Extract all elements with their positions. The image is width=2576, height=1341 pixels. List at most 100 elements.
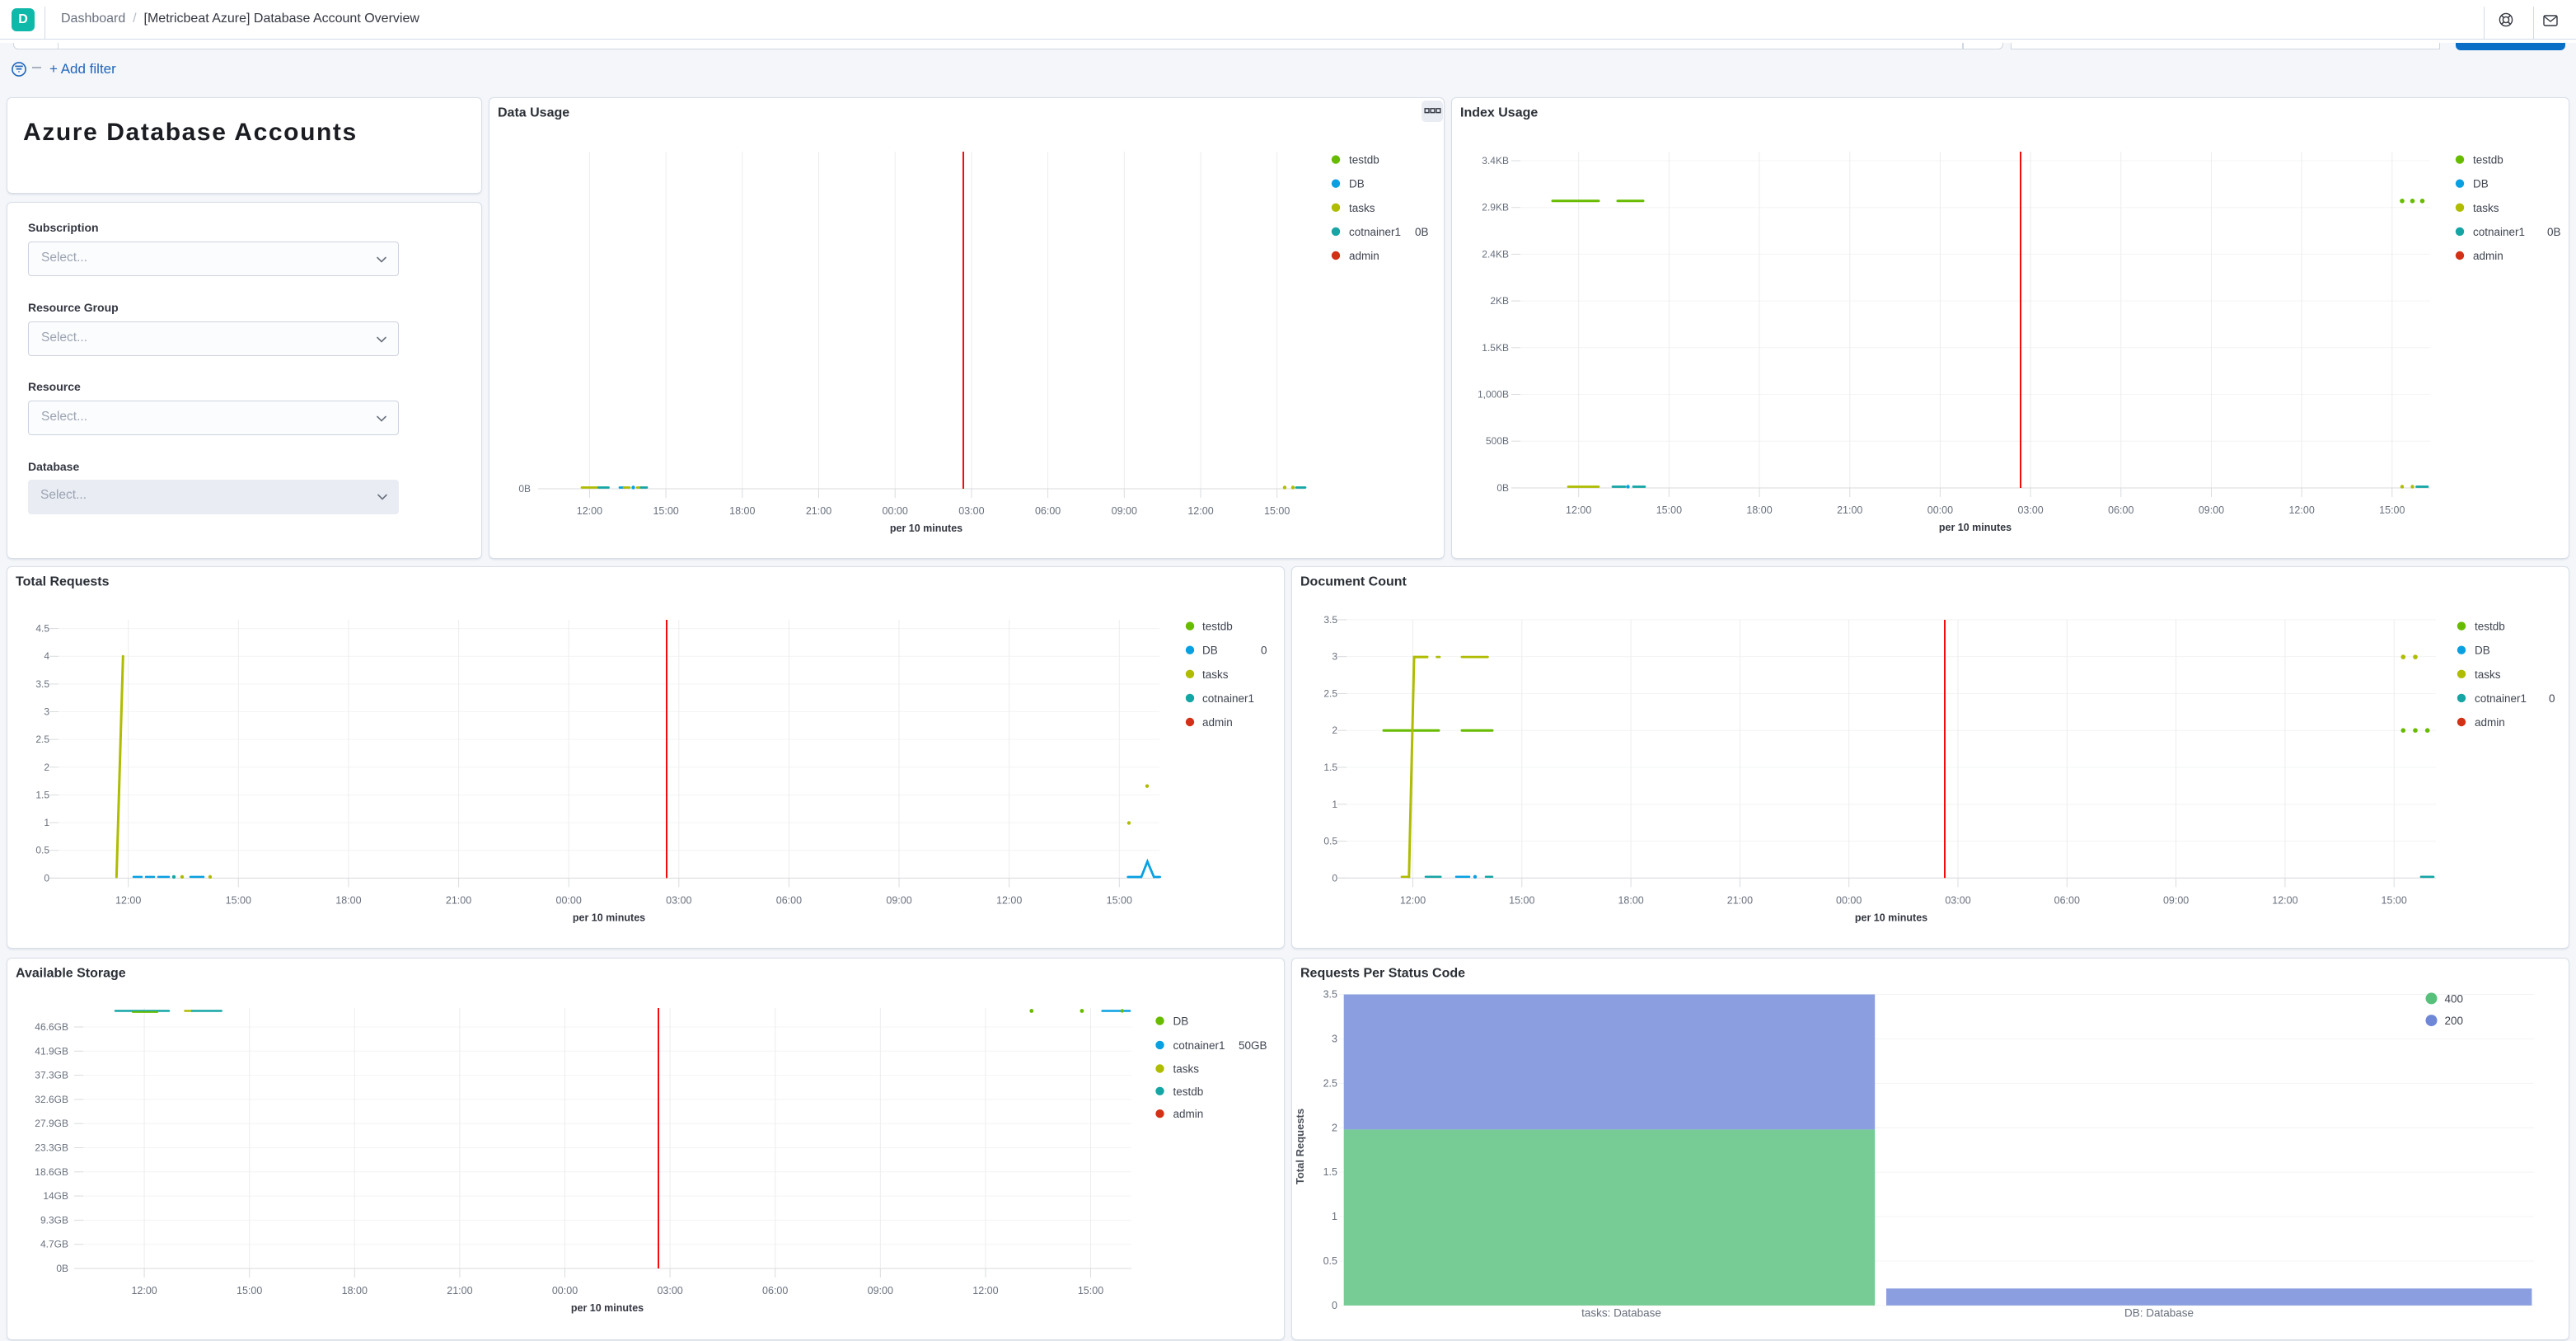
- svg-text:tasks: tasks: [2473, 202, 2499, 214]
- svg-text:200: 200: [2445, 1015, 2464, 1027]
- svg-text:15:00: 15:00: [653, 505, 678, 517]
- svg-text:21:00: 21:00: [446, 894, 471, 906]
- svg-text:15:00: 15:00: [2382, 894, 2407, 906]
- svg-text:tasks: tasks: [2475, 668, 2501, 681]
- svg-text:03:00: 03:00: [958, 505, 984, 517]
- svg-text:2: 2: [44, 762, 49, 773]
- svg-text:2.5: 2.5: [1323, 1077, 1337, 1089]
- svg-text:4: 4: [44, 650, 49, 662]
- svg-text:23.3GB: 23.3GB: [35, 1142, 68, 1154]
- svg-text:tasks: Database: tasks: Database: [1581, 1307, 1661, 1320]
- svg-text:0: 0: [1332, 872, 1337, 884]
- svg-text:1.5: 1.5: [1323, 762, 1337, 773]
- svg-text:0B: 0B: [2547, 226, 2561, 238]
- svg-text:18:00: 18:00: [729, 505, 755, 517]
- svg-text:00:00: 00:00: [883, 505, 908, 517]
- svg-text:9.3GB: 9.3GB: [40, 1214, 68, 1226]
- svg-text:12:00: 12:00: [2272, 894, 2297, 906]
- svg-text:18:00: 18:00: [342, 1285, 368, 1296]
- svg-text:testdb: testdb: [1349, 154, 1379, 166]
- svg-text:00:00: 00:00: [552, 1285, 578, 1296]
- svg-text:09:00: 09:00: [886, 894, 911, 906]
- svg-text:41.9GB: 41.9GB: [35, 1045, 68, 1057]
- svg-text:03:00: 03:00: [1945, 894, 1970, 906]
- svg-text:500B: 500B: [1486, 435, 1509, 447]
- svg-text:09:00: 09:00: [1112, 505, 1137, 517]
- svg-text:0.5: 0.5: [1323, 1255, 1337, 1267]
- svg-text:18:00: 18:00: [335, 894, 361, 906]
- svg-text:testdb: testdb: [2475, 621, 2505, 633]
- svg-text:46.6GB: 46.6GB: [35, 1021, 68, 1033]
- svg-text:1,000B: 1,000B: [1478, 389, 1509, 401]
- svg-text:21:00: 21:00: [447, 1285, 472, 1296]
- svg-text:12:00: 12:00: [577, 505, 602, 517]
- svg-text:0B: 0B: [1496, 482, 1509, 494]
- svg-text:1: 1: [1332, 799, 1337, 810]
- svg-text:testdb: testdb: [1173, 1085, 1204, 1098]
- svg-text:3: 3: [44, 706, 49, 718]
- svg-text:tasks: tasks: [1202, 668, 1229, 681]
- svg-text:21:00: 21:00: [1837, 504, 1862, 516]
- svg-text:18:00: 18:00: [1618, 894, 1643, 906]
- svg-text:06:00: 06:00: [776, 894, 802, 906]
- svg-text:per 10 minutes: per 10 minutes: [890, 523, 962, 534]
- svg-text:2: 2: [1332, 1122, 1337, 1133]
- svg-text:2.9KB: 2.9KB: [1482, 202, 1509, 213]
- svg-text:06:00: 06:00: [2108, 504, 2133, 516]
- svg-text:15:00: 15:00: [1656, 504, 1682, 516]
- svg-text:0.5: 0.5: [35, 845, 49, 856]
- svg-text:09:00: 09:00: [868, 1285, 893, 1296]
- svg-text:06:00: 06:00: [2054, 894, 2080, 906]
- svg-text:3.5: 3.5: [35, 678, 49, 690]
- svg-text:1.5: 1.5: [1323, 1166, 1337, 1178]
- svg-text:12:00: 12:00: [1566, 504, 1591, 516]
- svg-text:03:00: 03:00: [666, 894, 691, 906]
- svg-text:4.5: 4.5: [35, 623, 49, 635]
- svg-text:1: 1: [44, 817, 49, 828]
- svg-text:3: 3: [1332, 651, 1337, 663]
- svg-text:12:00: 12:00: [115, 894, 141, 906]
- svg-text:testdb: testdb: [1202, 621, 1233, 633]
- svg-text:400: 400: [2445, 992, 2464, 1005]
- svg-text:03:00: 03:00: [2017, 504, 2043, 516]
- svg-text:06:00: 06:00: [762, 1285, 788, 1296]
- svg-text:Total Requests: Total Requests: [1294, 1109, 1306, 1184]
- svg-text:21:00: 21:00: [1727, 894, 1753, 906]
- svg-text:2KB: 2KB: [1490, 295, 1509, 307]
- svg-text:DB: Database: DB: Database: [2124, 1307, 2194, 1320]
- svg-text:0: 0: [2549, 692, 2555, 705]
- svg-text:3.5: 3.5: [1323, 614, 1337, 626]
- svg-text:21:00: 21:00: [806, 505, 831, 517]
- svg-text:admin: admin: [2475, 716, 2505, 729]
- svg-text:admin: admin: [1173, 1108, 1204, 1120]
- svg-text:00:00: 00:00: [556, 894, 582, 906]
- svg-text:0B: 0B: [56, 1263, 68, 1274]
- svg-text:0B: 0B: [1415, 226, 1429, 238]
- svg-text:15:00: 15:00: [1107, 894, 1132, 906]
- svg-text:2.5: 2.5: [35, 734, 49, 745]
- svg-text:per 10 minutes: per 10 minutes: [1939, 522, 2012, 533]
- svg-text:tasks: tasks: [1349, 202, 1375, 214]
- svg-text:admin: admin: [1202, 716, 1233, 729]
- svg-text:1.5KB: 1.5KB: [1482, 342, 1509, 354]
- svg-text:15:00: 15:00: [2379, 504, 2405, 516]
- svg-text:cotnainer1: cotnainer1: [1202, 692, 1254, 705]
- svg-text:15:00: 15:00: [226, 894, 251, 906]
- svg-text:DB: DB: [2475, 645, 2490, 657]
- svg-text:0B: 0B: [518, 483, 531, 495]
- svg-text:3.4KB: 3.4KB: [1482, 155, 1509, 166]
- svg-text:06:00: 06:00: [1035, 505, 1061, 517]
- svg-text:Available Storage: Available Storage: [16, 967, 126, 981]
- svg-text:Requests Per Status Code: Requests Per Status Code: [1300, 967, 1465, 981]
- svg-text:Total Requests: Total Requests: [16, 575, 110, 589]
- svg-text:3.5: 3.5: [1323, 989, 1337, 1001]
- svg-text:15:00: 15:00: [1509, 894, 1534, 906]
- svg-text:18:00: 18:00: [1746, 504, 1772, 516]
- svg-text:3: 3: [1332, 1033, 1337, 1044]
- svg-text:Document Count: Document Count: [1300, 575, 1407, 589]
- svg-text:32.6GB: 32.6GB: [35, 1094, 68, 1105]
- svg-text:cotnainer1: cotnainer1: [1173, 1039, 1225, 1052]
- svg-text:tasks: tasks: [1173, 1063, 1200, 1076]
- svg-text:per 10 minutes: per 10 minutes: [571, 1302, 644, 1314]
- svg-text:12:00: 12:00: [972, 1285, 998, 1296]
